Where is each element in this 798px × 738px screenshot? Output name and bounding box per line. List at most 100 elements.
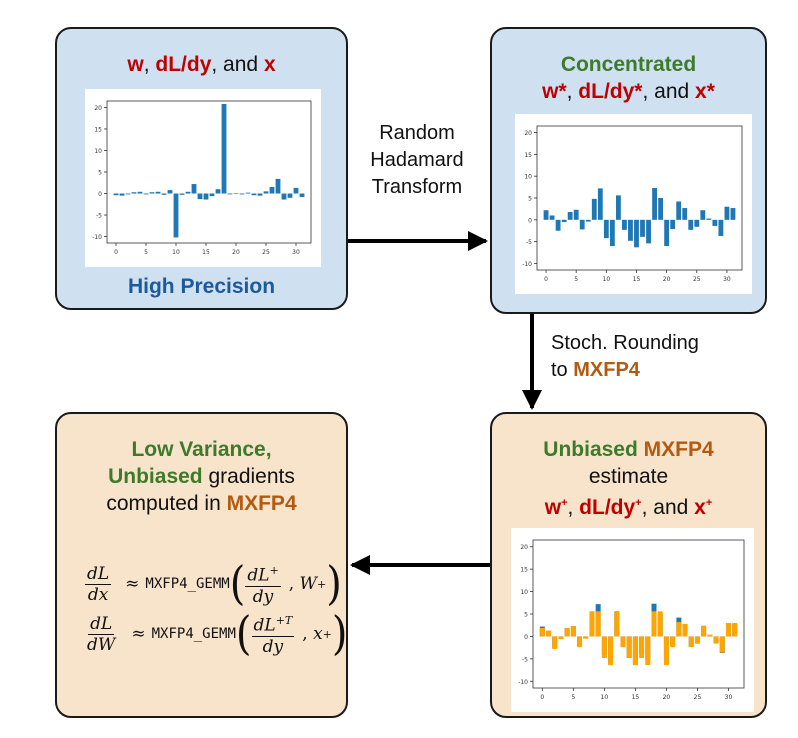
bar [712,219,718,226]
bar [573,209,579,220]
bar [161,193,167,195]
bar [552,636,558,649]
bar [564,627,570,637]
bar [701,625,707,637]
x-tick-label: 25 [694,694,702,701]
bar [227,193,233,195]
gradients-box: Low Variance, Unbiased gradients compute… [55,412,348,718]
bar [628,219,633,241]
bar [639,636,645,658]
y-tick-label: 15 [524,152,532,159]
bar [651,611,657,637]
concentrated-chart-svg: -10 -5 0 5 10 15 20 0 5 10 15 20 25 30 [522,125,743,283]
y-tick-label: -5 [522,656,528,663]
gradient-formulas: dL dx ≈ MXFP4_GEMM ( dL+ dy , W + ) dL dW ≈ … [85,559,347,659]
bar [585,219,591,222]
y-tick-label: -10 [518,679,528,686]
y-tick-label: -10 [522,261,532,268]
bar [645,636,651,666]
formula1-arg: dL+ dy [245,561,281,607]
bar [700,210,706,220]
bar [203,193,209,200]
bar [609,219,615,246]
bar [713,636,719,644]
y-tick-label: 20 [94,105,102,112]
x-tick-label: 15 [202,249,210,256]
bar [694,636,700,644]
bar [614,611,620,637]
bar [251,193,257,196]
unbiased-estimate-bar-chart: -10 -5 0 5 10 15 20 0 5 10 15 20 25 30 [511,528,754,712]
concentrated-title-line1: Concentrated [560,53,697,76]
bar [724,206,730,220]
bar [570,626,576,637]
x-tick-label: 20 [663,694,671,701]
bar [119,193,125,196]
bar [597,188,603,220]
bar [726,622,731,637]
bar [113,193,119,196]
bar [620,636,626,648]
bar [657,611,663,637]
x-tick-label: 30 [725,694,733,701]
bar [632,636,638,666]
bar [549,215,555,220]
bar [287,193,293,198]
bar [640,219,645,237]
bar [173,193,179,238]
bar [732,622,738,637]
plot-frame [106,100,312,244]
bar [634,219,639,248]
x-tick-label: 0 [114,249,118,256]
bar [555,219,561,231]
bar [719,636,725,653]
bar [561,219,567,222]
y-tick-label: -5 [526,239,532,246]
bar [652,187,657,220]
bar [275,178,281,194]
x-tick-label: 15 [633,276,641,283]
y-tick-label: 10 [524,174,532,181]
concentrated-title-line2: w*, dL/dy*, and x* [542,80,715,103]
high-precision-box: w, dL/dy, and x -10 -5 0 5 10 15 20 0 5 10 15 20 25 3… [55,27,348,310]
bar [263,191,269,194]
bar [682,208,688,220]
bar [595,611,601,637]
bar [167,190,173,194]
bar [622,219,627,230]
x-tick-label: 25 [262,249,270,256]
x-tick-label: 0 [544,276,548,283]
bar [269,187,275,194]
bar [281,193,287,200]
formula-dl-dw: dL dW ≈ MXFP4_GEMM ( dL+T dy , x + ) [87,607,348,661]
y-tick-label: 10 [520,589,528,596]
bar [239,193,245,195]
x-tick-label: 10 [603,276,611,283]
bar [601,636,607,658]
bar [589,611,595,637]
bar [543,210,549,220]
bar [583,636,589,639]
bar [185,191,191,194]
bar [221,104,227,194]
gradients-title-line2: Unbiased gradients [108,465,295,488]
concentrated-bar-chart: -10 -5 0 5 10 15 20 0 5 10 15 20 25 30 [515,114,752,294]
bar [676,201,682,220]
plot-frame [536,125,743,271]
formula2-arg: dL+T dy [251,611,295,657]
bar [131,192,137,194]
bar [143,193,149,195]
bar [191,184,197,194]
formula1-lhs: dL dx [85,563,112,605]
concentrated-box: Concentrated w*, dL/dy*, and x* -10 -5 0 5 1… [490,27,767,314]
bar [567,211,573,220]
bar [694,219,700,227]
y-tick-label: -5 [96,213,102,220]
bar [209,193,215,197]
bar [670,219,676,229]
bar [299,193,305,197]
bar [626,636,632,658]
x-tick-label: 20 [663,276,671,283]
bar [546,630,551,637]
bar [197,193,203,200]
